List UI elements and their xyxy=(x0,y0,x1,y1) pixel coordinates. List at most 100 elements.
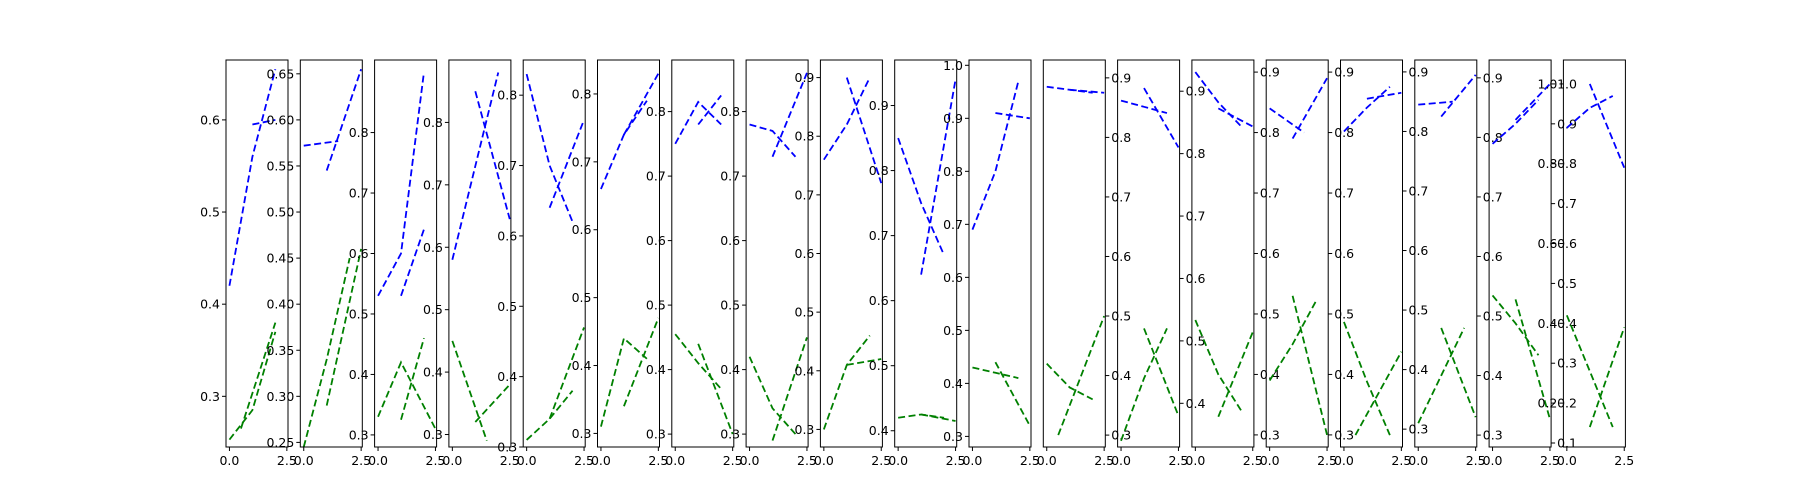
y-tick-label: 0.9 xyxy=(869,98,889,113)
y-tick-label: 0.50 xyxy=(266,205,294,220)
y-tick-label: 0.4 xyxy=(1538,316,1558,331)
y-tick-label: 0.3 xyxy=(423,427,443,442)
y-tick-label: 0.6 xyxy=(1186,271,1206,286)
y-tick-label: 0.7 xyxy=(646,169,666,184)
subplot-5: 0.0 2.50.30.40.50.60.70.8 xyxy=(497,59,594,468)
y-tick-label: 0.3 xyxy=(646,427,666,442)
series-line-4 xyxy=(1291,295,1328,436)
series-line-2 xyxy=(1291,77,1328,140)
y-tick-label: 0.6 xyxy=(349,246,369,261)
series-line-4 xyxy=(400,337,425,421)
axes-frame xyxy=(745,59,809,448)
series-line-3 xyxy=(1046,363,1094,401)
series-line-1 xyxy=(525,73,574,223)
y-tick-label: 1.0 xyxy=(1557,76,1577,91)
y-tick-label: 0.7 xyxy=(943,217,963,232)
y-tick-label: 0.8 xyxy=(646,104,666,119)
series-line-2 xyxy=(1514,83,1551,121)
y-tick-label: 0.8 xyxy=(1334,125,1354,140)
y-tick-label: 0.8 xyxy=(1186,146,1206,161)
series-line-3 xyxy=(1566,314,1614,428)
x-tick-label: 2.5 xyxy=(797,453,817,468)
y-tick-label: 0.4 xyxy=(646,362,666,377)
series-line-1 xyxy=(897,137,945,256)
x-tick-label: 0.0 xyxy=(517,453,537,468)
series-line-2 xyxy=(1143,87,1180,148)
y-tick-label: 0.6 xyxy=(1483,249,1503,264)
y-tick-label: 0.55 xyxy=(266,158,294,173)
y-tick-label: 0.8 xyxy=(349,125,369,140)
y-tick-label: 0.5 xyxy=(1483,309,1503,324)
axes-frame xyxy=(597,59,660,448)
series-line-3 xyxy=(377,360,437,430)
series-line-3 xyxy=(451,340,488,442)
x-tick-label: 2.5 xyxy=(946,453,966,468)
subplot-3: 0.0 2.50.30.40.50.60.70.8 xyxy=(349,59,445,468)
axes-frame xyxy=(1117,59,1181,448)
y-tick-label: 0.4 xyxy=(869,423,889,438)
y-tick-label: 0.8 xyxy=(1557,156,1577,171)
series-line-2 xyxy=(1440,74,1477,118)
series-line-4 xyxy=(846,358,882,366)
y-tick-label: 0.5 xyxy=(497,299,517,314)
series-line-2 xyxy=(920,79,957,275)
y-tick-label: 0.5 xyxy=(1111,309,1131,324)
y-tick-label: 0.6 xyxy=(795,246,815,261)
y-tick-label: 0.6 xyxy=(646,233,666,248)
y-tick-label: 0.6 xyxy=(1334,246,1354,261)
series-line-2 xyxy=(1069,88,1105,94)
x-tick-label: 2.5 xyxy=(574,453,594,468)
y-tick-label: 0.4 xyxy=(349,367,369,382)
series-line-4 xyxy=(771,337,808,441)
series-line-2 xyxy=(252,119,276,126)
y-tick-label: 0.3 xyxy=(572,426,592,441)
axes-frame xyxy=(1414,59,1478,448)
y-tick-label: 0.35 xyxy=(266,343,294,358)
series-line-3 xyxy=(302,257,351,448)
series-line-2 xyxy=(845,77,883,184)
subplot-4: 0.0 2.50.30.40.50.60.70.8 xyxy=(423,59,520,468)
y-tick-label: 0.2 xyxy=(1538,396,1558,411)
x-tick-label: 2.5 xyxy=(1243,453,1263,468)
x-tick-label: 0.0 xyxy=(1334,453,1354,468)
y-tick-label: 0.8 xyxy=(720,104,740,119)
y-tick-label: 0.3 xyxy=(1557,356,1577,371)
x-tick-label: 2.5 xyxy=(871,453,891,468)
y-tick-label: 0.8 xyxy=(869,163,889,178)
x-tick-label: 0.0 xyxy=(1260,453,1280,468)
y-tick-label: 0.4 xyxy=(572,358,592,373)
series-line-1 xyxy=(451,72,500,260)
y-tick-label: 0.6 xyxy=(1557,236,1577,251)
series-line-3 xyxy=(526,390,574,441)
x-tick-label: 0.0 xyxy=(962,453,982,468)
series-line-2 xyxy=(771,72,808,158)
series-line-2 xyxy=(325,68,363,171)
axes-frame xyxy=(1042,59,1106,448)
x-tick-label: 0.0 xyxy=(1483,453,1503,468)
axes-frame xyxy=(225,59,289,448)
y-tick-label: 0.3 xyxy=(795,422,815,437)
x-tick-label: 2.5 xyxy=(1540,453,1560,468)
y-tick-label: 0.9 xyxy=(1557,116,1577,131)
y-tick-label: 0.3 xyxy=(1334,427,1354,442)
y-tick-label: 0.5 xyxy=(943,323,963,338)
y-tick-label: 0.9 xyxy=(1186,84,1206,99)
y-tick-label: 0.7 xyxy=(349,186,369,201)
x-tick-label: 2.5 xyxy=(1317,453,1337,468)
series-line-1 xyxy=(823,77,871,161)
y-tick-label: 0.5 xyxy=(720,298,740,313)
x-tick-label: 0.0 xyxy=(740,453,760,468)
subplot-8: 0.0 2.50.30.40.50.60.70.8 xyxy=(720,59,817,468)
series-line-3 xyxy=(228,331,277,441)
series-line-3 xyxy=(972,366,1019,379)
axes-frame xyxy=(1340,59,1403,448)
y-tick-label: 0.2 xyxy=(1557,396,1577,411)
series-line-4 xyxy=(325,248,363,406)
series-line-1 xyxy=(1343,86,1391,133)
axes-frame xyxy=(1191,59,1255,448)
series-line-4 xyxy=(548,327,585,420)
y-tick-label: 0.6 xyxy=(943,270,963,285)
series-line-2 xyxy=(474,90,511,220)
axes-frame xyxy=(1488,59,1552,448)
x-tick-label: 0.0 xyxy=(1408,453,1428,468)
